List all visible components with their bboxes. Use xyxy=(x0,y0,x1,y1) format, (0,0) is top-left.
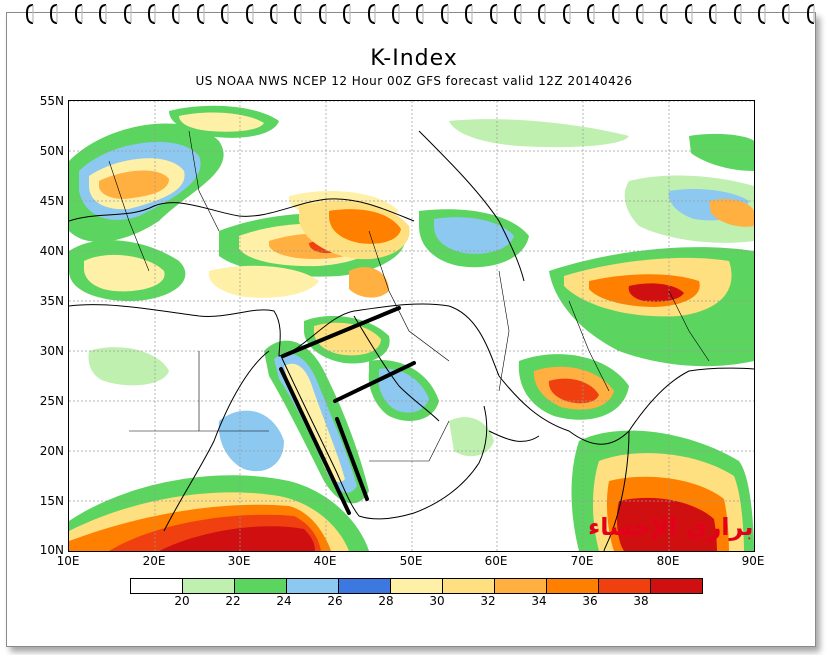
convergence-lines xyxy=(279,306,416,515)
binding-ring xyxy=(636,4,644,24)
legend-label-24: 24 xyxy=(276,594,292,608)
binding-ring xyxy=(367,4,376,24)
binding-ring xyxy=(782,4,790,24)
coastlines xyxy=(69,130,754,551)
k-index-map xyxy=(68,100,755,552)
binding-ring xyxy=(392,4,400,24)
lat-tick-15n: 15N xyxy=(39,494,64,508)
binding-ring xyxy=(416,4,424,24)
lat-tick-10n: 10N xyxy=(39,543,64,557)
legend-label-28: 28 xyxy=(378,594,394,608)
legend-label-26: 26 xyxy=(327,594,343,608)
instability-caucasus xyxy=(299,119,629,298)
lon-tick-80e: 80E xyxy=(656,554,680,568)
legend-swatch xyxy=(235,579,287,593)
legend-swatch xyxy=(651,579,702,593)
binding-ring xyxy=(562,4,571,24)
legend-swatch xyxy=(287,579,339,593)
legend-label-20: 20 xyxy=(174,594,190,608)
binding-ring xyxy=(245,4,254,24)
legend-swatch xyxy=(443,579,495,593)
binding-ring xyxy=(733,4,742,24)
binding-ring xyxy=(709,4,717,24)
color-legend xyxy=(130,578,703,594)
instability-africa xyxy=(69,347,369,551)
binding-ring xyxy=(294,4,302,24)
lon-tick-10e: 10E xyxy=(56,554,80,568)
lon-tick-40e: 40E xyxy=(313,554,337,568)
lat-tick-55n: 55N xyxy=(39,94,64,108)
binding-ring xyxy=(611,4,620,24)
binding-ring xyxy=(806,4,815,24)
legend-label-38: 38 xyxy=(633,594,649,608)
binding-ring xyxy=(172,4,180,24)
map-title: K-Index xyxy=(370,46,458,71)
lon-tick-50e: 50E xyxy=(399,554,423,568)
binding-ring xyxy=(465,4,473,24)
legend-label-30: 30 xyxy=(429,594,445,608)
legend-swatch xyxy=(547,579,599,593)
legend-label-22: 22 xyxy=(225,594,241,608)
map-canvas xyxy=(69,101,754,551)
binding-ring xyxy=(74,4,83,24)
legend-label-34: 34 xyxy=(531,594,547,608)
binding-ring xyxy=(514,4,522,24)
lat-tick-40n: 40N xyxy=(39,244,64,258)
lon-tick-90e: 90E xyxy=(741,554,765,568)
lon-tick-20e: 20E xyxy=(142,554,166,568)
watermark-text: براري الإحساء xyxy=(588,513,754,541)
binding-ring xyxy=(196,4,205,24)
binding-ring xyxy=(343,4,351,24)
legend-swatch xyxy=(183,579,235,593)
lat-tick-25n: 25N xyxy=(39,394,64,408)
binding-ring xyxy=(318,4,327,24)
lat-tick-20n: 20N xyxy=(39,444,64,458)
map-subtitle: US NOAA NWS NCEP 12 Hour 00Z GFS forecas… xyxy=(195,74,633,88)
binding-ring xyxy=(440,4,449,24)
lat-tick-45n: 45N xyxy=(39,194,64,208)
legend-label-36: 36 xyxy=(582,594,598,608)
binding-ring xyxy=(538,4,546,24)
binding-ring xyxy=(26,4,34,24)
binding-ring xyxy=(270,4,278,24)
binding-ring xyxy=(660,4,668,24)
lat-tick-30n: 30N xyxy=(39,344,64,358)
binding-ring xyxy=(758,4,766,24)
legend-swatch xyxy=(599,579,651,593)
binding-ring xyxy=(587,4,595,24)
legend-swatch xyxy=(339,579,391,593)
binding-ring xyxy=(221,4,229,24)
binding-ring xyxy=(123,4,132,24)
legend-swatch xyxy=(495,579,547,593)
legend-swatch xyxy=(131,579,183,593)
instability-asia xyxy=(518,133,754,551)
lon-tick-60e: 60E xyxy=(484,554,508,568)
binding-ring xyxy=(148,4,156,24)
legend-label-32: 32 xyxy=(480,594,496,608)
instability-europe xyxy=(69,105,406,301)
lon-tick-30e: 30E xyxy=(227,554,251,568)
binding-ring xyxy=(50,4,58,24)
spiral-binding xyxy=(0,0,828,30)
lat-tick-35n: 35N xyxy=(39,294,64,308)
country-borders xyxy=(108,130,710,462)
lon-tick-70e: 70E xyxy=(570,554,594,568)
lat-tick-50n: 50N xyxy=(39,144,64,158)
legend-swatch xyxy=(391,579,443,593)
binding-ring xyxy=(99,4,107,24)
binding-ring xyxy=(684,4,693,24)
binding-ring xyxy=(489,4,498,24)
